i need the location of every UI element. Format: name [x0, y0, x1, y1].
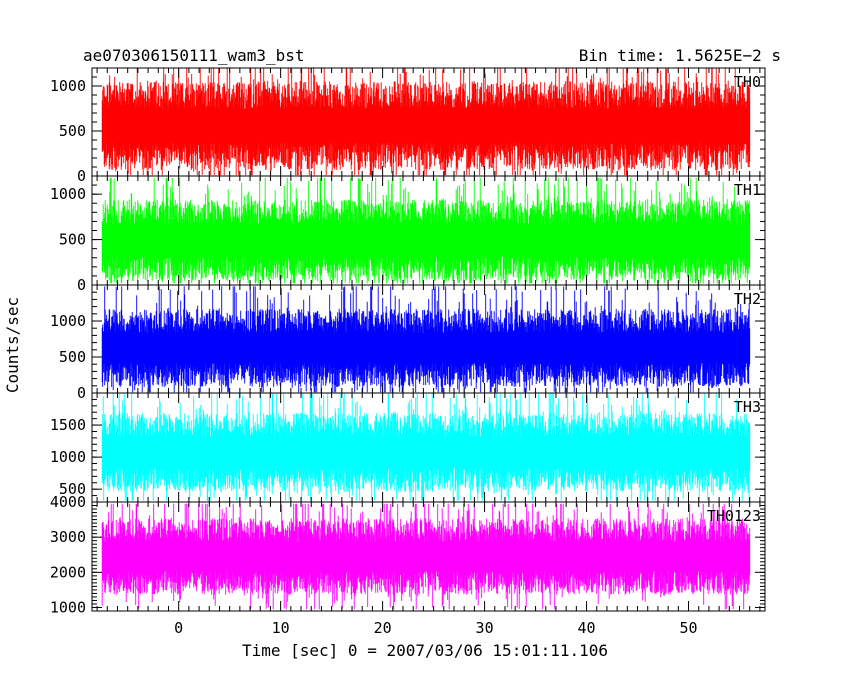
- y-tick-label: 500: [59, 122, 86, 140]
- y-tick-label: 3000: [50, 528, 86, 546]
- y-tick-label: 2000: [50, 563, 86, 581]
- x-axis-label: Time [sec] 0 = 2007/03/06 15:01:11.106: [242, 641, 608, 660]
- series-th0123: [101, 503, 751, 610]
- panel-th2: 0 500 1000 TH2: [50, 284, 766, 402]
- chart-subtitle: Bin time: 1.5625E−2 s: [579, 46, 781, 65]
- series-th3: [101, 393, 751, 501]
- panel-label-th2: TH2: [734, 290, 761, 308]
- y-tick-label: 500: [59, 480, 86, 498]
- series-th2: [101, 286, 751, 393]
- y-tick-label: 1500: [50, 416, 86, 434]
- x-tick-label: 50: [679, 619, 697, 637]
- panel-th0: 0 500 1000 TH0: [50, 67, 766, 185]
- series-th0: [101, 68, 751, 176]
- y-tick-label: 0: [77, 167, 86, 185]
- y-tick-label: 500: [59, 348, 86, 366]
- x-axis: 0 10 20 30 40 50: [174, 619, 697, 637]
- panel-label-th3: TH3: [734, 398, 761, 416]
- y-tick-label: 4000: [50, 493, 86, 511]
- y-tick-label: 1000: [50, 448, 86, 466]
- y-tick-label: 1000: [50, 312, 86, 330]
- panel-frame: [91, 501, 766, 612]
- y-tick-label: 1000: [50, 77, 86, 95]
- panel-th1: 0 500 1000 TH1: [50, 175, 766, 294]
- x-tick-label: 30: [476, 619, 494, 637]
- x-tick-label: 0: [174, 619, 183, 637]
- panel-th0123: 1000 2000 3000 4000 TH0123: [50, 493, 766, 616]
- x-tick-label: 40: [578, 619, 596, 637]
- panel-label-th0: TH0: [734, 73, 761, 91]
- panel-th3: 500 1000 1500 TH3: [50, 392, 766, 503]
- y-tick-label: 0: [77, 276, 86, 294]
- x-tick-label: 10: [272, 619, 290, 637]
- x-tick-label: 20: [374, 619, 392, 637]
- y-tick-label: 1000: [50, 598, 86, 616]
- y-tick-label: 1000: [50, 185, 86, 203]
- y-axis-label: Counts/sec: [3, 297, 22, 393]
- y-tick-label: 500: [59, 231, 86, 249]
- panel-label-th1: TH1: [734, 181, 761, 199]
- y-tick-label: 0: [77, 384, 86, 402]
- chart-title: ae070306150111_wam3_bst: [83, 46, 305, 65]
- series-th1: [101, 177, 751, 284]
- panel-label-th0123: TH0123: [707, 507, 761, 525]
